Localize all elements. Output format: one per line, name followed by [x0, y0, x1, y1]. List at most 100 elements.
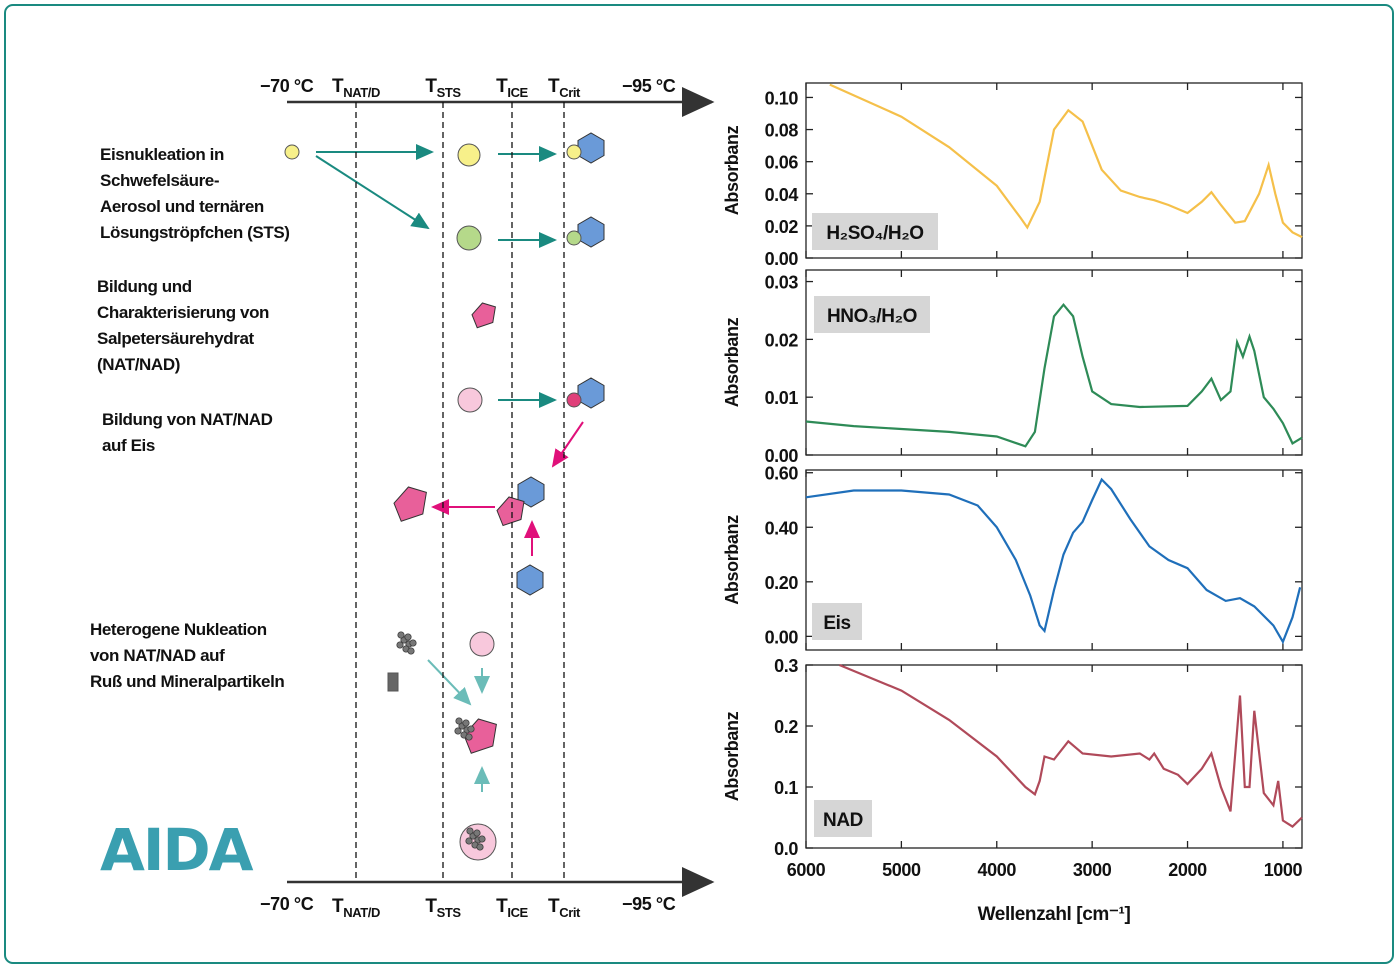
y-axis-label: Absorbanz — [722, 515, 742, 605]
y-axis-label: Absorbanz — [722, 711, 742, 801]
annotation-box — [814, 800, 872, 837]
ice-crystal — [577, 132, 605, 164]
soot — [454, 727, 462, 735]
temperature-label: TCrit — [548, 76, 581, 100]
soot — [396, 641, 404, 649]
ice-crystal — [577, 216, 605, 248]
soot — [473, 829, 481, 837]
description: Salpetersäurehydrat — [97, 329, 255, 348]
description: Schwefelsäure- — [100, 171, 219, 190]
temperature-symbol: T — [332, 896, 344, 917]
droplet — [566, 144, 582, 160]
y-tick-label: 0.3 — [774, 656, 798, 676]
y-axis-label: Absorbanz — [722, 125, 742, 215]
x-tick-label: 5000 — [882, 860, 921, 880]
y-tick-label: 0.00 — [765, 249, 799, 269]
diagram: −70 °C −95 °C −70 °C −95 °C — [90, 76, 715, 920]
soot — [397, 631, 405, 639]
annotation-box — [812, 213, 938, 250]
description: Bildung von NAT/NAD — [102, 410, 273, 429]
plot-frame — [805, 269, 1303, 456]
spectrum-line — [829, 83, 1303, 239]
soot — [467, 725, 475, 733]
plot-frame — [805, 664, 1303, 849]
annotation: HNO₃/H₂O — [827, 306, 917, 327]
temperature-subscript: NAT/D — [343, 905, 380, 920]
y-tick-label: 0.02 — [765, 330, 799, 350]
temperature-symbol: T — [496, 896, 508, 917]
droplet — [469, 631, 495, 657]
droplet — [457, 387, 483, 413]
spectrum-line — [838, 663, 1303, 828]
arrow — [315, 155, 430, 230]
x-tick-label: 6000 — [787, 860, 826, 880]
y-tick-label: 0.20 — [765, 573, 799, 593]
annotation: NAD — [823, 810, 863, 831]
y-tick-label: 0.00 — [765, 446, 799, 466]
x-tick-label: 4000 — [978, 860, 1017, 880]
ice-crystal — [577, 377, 605, 409]
description: von NAT/NAD auf — [90, 646, 225, 665]
soot — [455, 717, 463, 725]
y-tick-label: 0.04 — [765, 185, 799, 205]
soot — [465, 837, 473, 845]
temperature-symbol: T — [496, 76, 508, 97]
logo: AIDA — [100, 816, 254, 884]
nat-particle — [496, 496, 525, 527]
soot — [404, 633, 412, 641]
temperature-subscript: STS — [437, 905, 462, 920]
y-tick-label: 0.60 — [765, 464, 799, 484]
droplet — [457, 143, 481, 167]
soot — [407, 647, 415, 655]
description: auf Eis — [102, 436, 155, 455]
arrow — [427, 659, 472, 706]
temperature-symbol: T — [425, 76, 437, 97]
temperature-label: TICE — [496, 896, 528, 920]
droplet — [566, 392, 582, 408]
description: Heterogene Nukleation — [90, 620, 267, 639]
nat-particle — [471, 302, 496, 329]
spectra: 0.00 0.02 0.04 0.06 0.08 0.10 Absorbanz H₂SO₄/H… — [722, 82, 1303, 925]
temperature-subscript: STS — [437, 85, 462, 100]
droplet — [456, 225, 482, 251]
description: Bildung und — [97, 277, 192, 296]
spectrum-line — [805, 477, 1302, 645]
temperature-label: TNAT/D — [332, 896, 380, 920]
nat-particle — [393, 486, 427, 522]
ice-crystal — [516, 564, 544, 596]
temperature-subscript: ICE — [507, 905, 528, 920]
annotation: Eis — [823, 613, 850, 634]
description: Aerosol und ternären — [100, 197, 264, 216]
y-tick-label: 0.0 — [774, 839, 798, 859]
y-tick-label: 0.06 — [765, 153, 799, 173]
temperature-subscript: NAT/D — [343, 85, 380, 100]
soot — [478, 835, 486, 843]
temperature-label: TSTS — [425, 896, 461, 920]
soot — [465, 733, 473, 741]
plot-frame — [805, 469, 1303, 651]
x-tick-label: 3000 — [1073, 860, 1112, 880]
temperature-label: TNAT/D — [332, 76, 380, 100]
temperature-label: TSTS — [425, 76, 461, 100]
axis-end: −95 °C — [622, 76, 676, 96]
annotation: H₂SO₄/H₂O — [826, 223, 923, 244]
droplet — [284, 144, 300, 160]
axis-start: −70 °C — [260, 894, 314, 914]
y-tick-label: 0.40 — [765, 518, 799, 538]
y-tick-label: 0.01 — [765, 388, 799, 408]
temperature-label: TICE — [496, 76, 528, 100]
y-tick-label: 0.02 — [765, 217, 799, 237]
temperature-symbol: T — [425, 896, 437, 917]
spectrum-line — [805, 302, 1303, 448]
temperature-subscript: Crit — [559, 85, 581, 100]
description: Charakterisierung von — [97, 303, 269, 322]
annotation-box — [812, 603, 862, 640]
y-tick-label: 0.10 — [765, 88, 799, 108]
y-tick-label: 0.03 — [765, 273, 799, 293]
y-tick-label: 0.00 — [765, 627, 799, 647]
description: (NAT/NAD) — [97, 355, 180, 374]
plot-frame — [805, 82, 1303, 259]
temperature-subscript: Crit — [559, 905, 581, 920]
temperature-symbol: T — [548, 896, 560, 917]
description: Ruß und Mineralpartikeln — [90, 672, 284, 691]
